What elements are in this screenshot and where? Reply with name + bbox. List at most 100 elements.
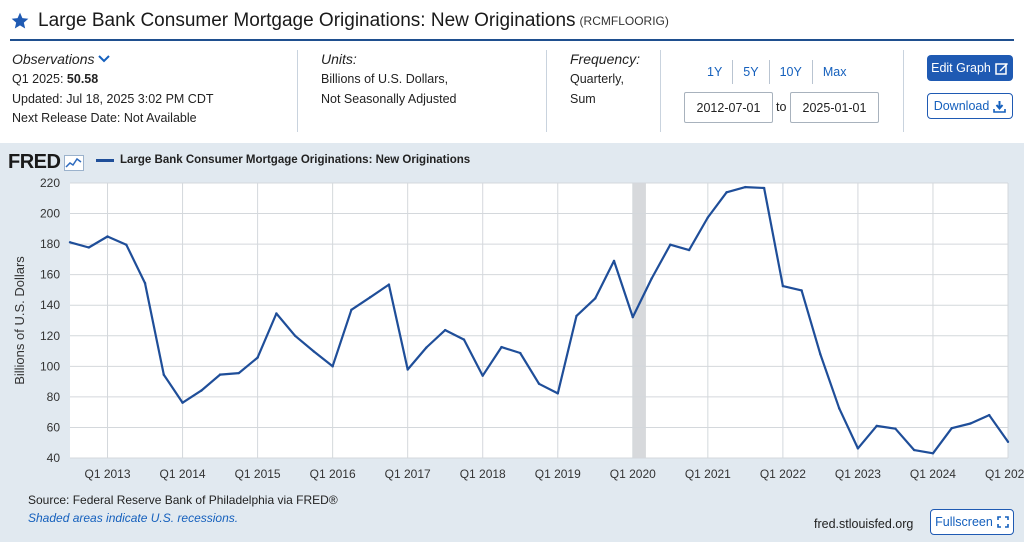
fred-logo-text[interactable]: FRED: [8, 151, 61, 173]
units-line-2: Not Seasonally Adjusted: [321, 91, 457, 106]
data-point: [350, 308, 353, 312]
observations-label[interactable]: Observations: [12, 51, 95, 67]
legend-label: Large Bank Consumer Mortgage Origination…: [120, 154, 471, 166]
data-point: [87, 246, 90, 249]
x-tick-label: Q1 2016: [310, 467, 356, 481]
y-tick-label: 120: [40, 329, 60, 343]
range-buttons: 1Y 5Y 10Y Max: [697, 60, 856, 84]
data-point: [950, 427, 953, 430]
meta-divider: [903, 50, 904, 132]
data-point: [931, 452, 935, 455]
latest-observation: Q1 2025: 50.58: [12, 70, 214, 90]
data-point: [575, 314, 578, 318]
data-point: [106, 235, 109, 238]
fullscreen-button[interactable]: Fullscreen: [930, 509, 1014, 535]
data-point: [125, 243, 128, 246]
y-tick-label: 80: [47, 390, 61, 404]
range-separator: [811, 60, 813, 84]
next-release-date: Next Release Date: Not Available: [12, 111, 197, 125]
star-icon[interactable]: [10, 11, 30, 31]
data-point: [143, 281, 147, 285]
data-point: [519, 351, 522, 355]
data-point: [969, 422, 972, 425]
data-point: [200, 389, 203, 392]
x-tick-label: Q1 2020: [610, 467, 656, 481]
data-point: [725, 191, 728, 194]
chart-legend: Large Bank Consumer Mortgage Origination…: [96, 154, 470, 166]
data-point: [181, 401, 184, 404]
data-point: [312, 350, 316, 353]
edit-graph-label[interactable]: Edit Graph: [931, 61, 991, 75]
edit-graph-button[interactable]: Edit Graph: [927, 55, 1013, 81]
data-point: [537, 382, 541, 385]
data-point: [500, 345, 503, 349]
chevron-down-icon[interactable]: [98, 55, 111, 63]
line-chart: 40 60 80 100 120 140 160 180 200 220 Q1 2013 Q1 201…: [12, 176, 1024, 481]
range-1y-button[interactable]: 1Y: [707, 65, 723, 79]
data-point: [387, 283, 391, 286]
data-point: [687, 248, 691, 252]
y-tick-label: 100: [40, 359, 60, 373]
fullscreen-icon[interactable]: [997, 516, 1009, 528]
y-axis-label: Billions of U.S. Dollars: [12, 256, 27, 385]
frequency-panel: Frequency: Quarterly, Sum: [570, 48, 640, 134]
data-point: [819, 353, 822, 356]
download-icon[interactable]: [993, 100, 1007, 113]
y-tick-label: 40: [47, 451, 61, 465]
data-point: [781, 284, 785, 288]
data-point: [275, 312, 278, 315]
x-tick-label: Q1 2017: [385, 467, 431, 481]
data-point: [556, 392, 559, 395]
latest-value: 50.58: [66, 72, 99, 86]
trend-line-icon: [64, 154, 85, 171]
edit-icon[interactable]: [995, 61, 1009, 75]
observations-dropdown[interactable]: Observations: [12, 48, 111, 70]
download-button[interactable]: Download: [927, 93, 1013, 119]
x-tick-label: Q1 2018: [460, 467, 506, 481]
y-tick-label: 60: [47, 420, 61, 434]
x-tick-label: Q1 2014: [160, 467, 206, 481]
observations-panel: Observations Q1 2025: 50.58 Updated: Jul…: [12, 48, 214, 134]
data-point: [68, 241, 72, 244]
page-title: Large Bank Consumer Mortgage Origination…: [38, 10, 576, 31]
range-separator: [732, 60, 734, 84]
data-point: [744, 185, 747, 189]
range-max-button[interactable]: Max: [822, 65, 847, 79]
units-panel: Units: Billions of U.S. Dollars, Not Sea…: [321, 48, 457, 134]
start-date-input[interactable]: [684, 92, 773, 123]
frequency-line-1: Quarterly,: [570, 72, 624, 86]
range-5y-button[interactable]: 5Y: [743, 65, 759, 79]
legend-swatch: [96, 158, 114, 162]
data-point: [913, 448, 916, 452]
updated-date: Updated: Jul 18, 2025 3:02 PM CDT: [12, 91, 214, 106]
data-point: [856, 447, 860, 450]
data-point: [331, 365, 334, 368]
data-point: [894, 427, 897, 430]
x-tick-label: Q1 2024: [910, 467, 956, 481]
data-point: [481, 374, 484, 377]
x-tick-label: Q1 2019: [535, 467, 581, 481]
data-point: [218, 373, 222, 376]
end-date-input[interactable]: [790, 92, 879, 123]
data-point: [875, 424, 878, 428]
data-point: [256, 356, 259, 359]
title-row: Large Bank Consumer Mortgage Origination…: [10, 8, 669, 34]
plot-area: [70, 183, 1008, 458]
x-tick-label: Q1 2015: [235, 467, 281, 481]
site-url: fred.stlouisfed.org: [814, 517, 914, 531]
data-point: [650, 277, 653, 280]
fred-logo[interactable]: FRED: [8, 151, 85, 174]
range-10y-button[interactable]: 10Y: [779, 65, 802, 79]
fullscreen-label[interactable]: Fullscreen: [935, 515, 993, 529]
data-point: [631, 315, 634, 319]
x-tick-label: Q1 2023: [835, 467, 881, 481]
download-label[interactable]: Download: [933, 99, 990, 113]
y-tick-label: 200: [40, 207, 60, 221]
x-tick-label: Q1 2013: [84, 467, 130, 481]
data-point: [406, 368, 409, 371]
title-divider: [10, 39, 1014, 41]
frequency-label: Frequency:: [570, 51, 641, 67]
frequency-line-2: Sum: [570, 91, 596, 106]
data-point: [1006, 440, 1010, 444]
data-point: [368, 296, 372, 299]
